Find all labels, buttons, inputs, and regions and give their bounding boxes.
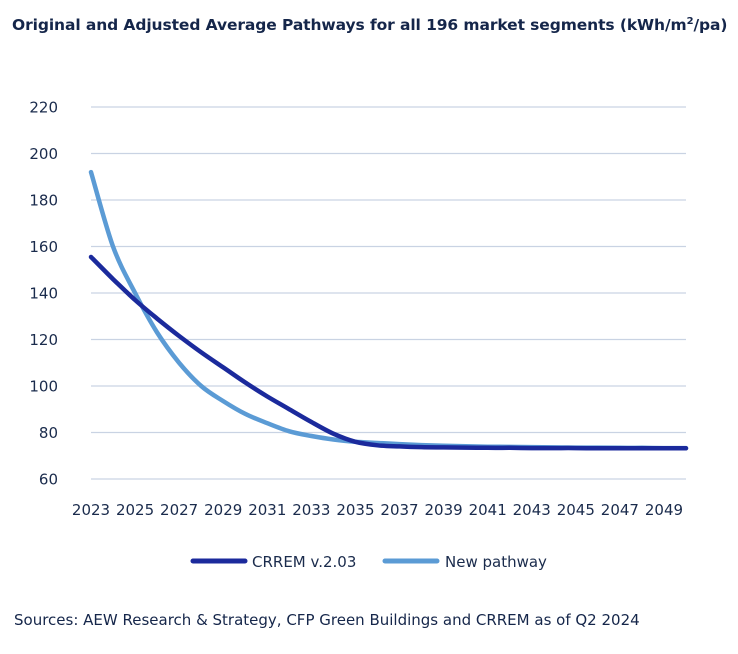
x-tick-label: 2047 [601, 501, 639, 519]
y-tick-label: 180 [29, 192, 58, 210]
x-axis: 2023 2025 2027 2029 2031 2033 2035 2037 2039 2041… [72, 501, 683, 519]
x-tick-label: 2023 [72, 501, 110, 519]
y-tick-label: 140 [29, 285, 58, 303]
x-tick-label: 2043 [513, 501, 551, 519]
x-tick-label: 2033 [292, 501, 330, 519]
y-tick-label: 220 [29, 99, 58, 117]
legend-label: New pathway [445, 553, 547, 571]
x-tick-label: 2035 [336, 501, 374, 519]
y-tick-label: 160 [29, 238, 58, 256]
x-tick-label: 2041 [469, 501, 507, 519]
y-axis: 60 80 100 120 140 160 180 200 220 [29, 99, 58, 489]
x-tick-label: 2049 [645, 501, 683, 519]
y-tick-label: 80 [39, 424, 58, 442]
legend-item-new-pathway: New pathway [382, 553, 547, 571]
gridlines [91, 106, 686, 480]
chart-title: Original and Adjusted Average Pathways f… [12, 16, 727, 34]
legend-item-crrem: CRREM v.2.03 [190, 553, 356, 571]
x-tick-label: 2025 [116, 501, 154, 519]
series-line-crrem [88, 254, 689, 451]
source-note: Sources: AEW Research & Strategy, CFP Gr… [14, 611, 640, 629]
series-lines [88, 169, 689, 451]
chart-title-superscript: 2 [686, 16, 694, 27]
legend-label: CRREM v.2.03 [252, 553, 356, 571]
x-tick-label: 2029 [204, 501, 242, 519]
x-tick-label: 2045 [557, 501, 595, 519]
legend: CRREM v.2.03 New pathway [190, 553, 547, 571]
y-tick-label: 100 [29, 378, 58, 396]
chart-title-tail: /pa) [693, 16, 728, 35]
y-tick-label: 200 [29, 145, 58, 163]
chart-title-text: Original and Adjusted Average Pathways f… [12, 16, 687, 35]
series-line-new-pathway [88, 169, 689, 451]
x-tick-label: 2039 [424, 501, 462, 519]
x-tick-label: 2031 [248, 501, 286, 519]
x-tick-label: 2037 [380, 501, 418, 519]
x-tick-label: 2027 [160, 501, 198, 519]
y-tick-label: 60 [39, 471, 58, 489]
y-tick-label: 120 [29, 331, 58, 349]
